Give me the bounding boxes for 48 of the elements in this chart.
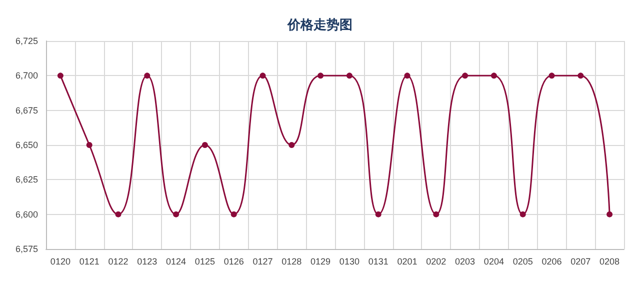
y-tick-label: 6,600 [15,209,38,220]
x-tick-label: 0202 [426,256,446,266]
point [490,72,497,79]
x-tick-label: 0121 [79,256,100,266]
x-tick-label: 0126 [224,256,244,266]
y-tick-label: 6,575 [15,244,38,254]
point [548,72,555,79]
point [57,72,64,79]
x-tick-label: 0203 [455,256,476,266]
x-tick-label: 0204 [484,256,504,266]
y-tick-label: 6,675 [15,105,38,116]
y-tick-label: 6,700 [15,70,38,81]
point [433,211,440,218]
point [173,211,180,218]
x-tick-label: 0125 [194,256,215,266]
point [115,211,122,218]
point [144,72,150,79]
point [462,72,468,79]
point [230,211,237,218]
x-tick-label: 0122 [108,256,128,266]
x-tick-label: 0123 [137,256,158,266]
x-tick-label: 0201 [397,256,418,266]
point [578,72,584,79]
y-tick-label: 6,650 [15,140,38,150]
point [606,211,613,218]
point [404,72,410,79]
x-tick-label: 0131 [368,256,388,266]
x-tick-label: 0205 [512,256,533,266]
x-tick-label: 0207 [570,256,591,266]
point [86,142,92,148]
x-tick-label: 0129 [310,256,331,266]
x-tick-label: 0128 [282,256,302,266]
x-tick-label: 0124 [166,256,186,266]
point [346,72,352,79]
point [202,142,208,148]
x-tick-label: 0208 [600,256,620,266]
x-tick-label: 0130 [339,256,360,266]
y-tick-label: 6,725 [15,36,38,46]
point [520,211,526,218]
point [288,142,295,148]
y-tick-label: 6,625 [15,174,38,185]
x-tick-label: 0127 [252,256,273,266]
x-tick-label: 0120 [50,256,70,266]
point [318,72,324,79]
chart-title: 价格走势图 [286,17,352,33]
x-tick-label: 0206 [542,256,562,266]
point [260,72,266,79]
point [375,211,382,218]
